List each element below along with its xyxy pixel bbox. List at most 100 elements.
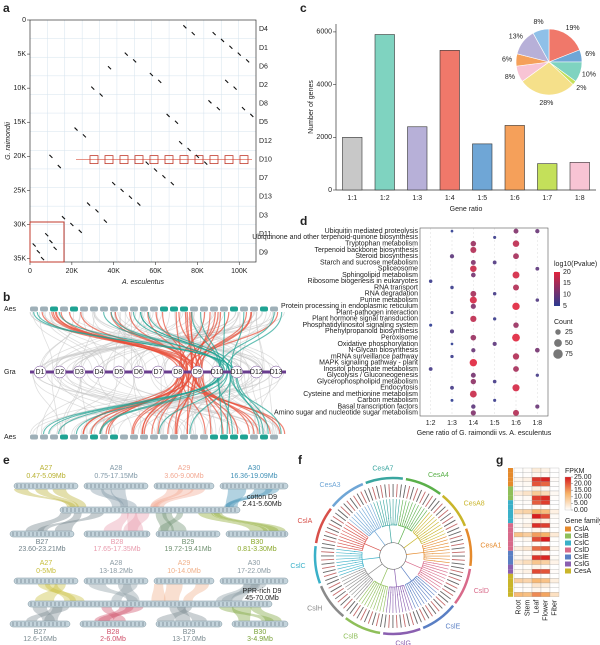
- heat-cell: [549, 582, 560, 588]
- synteny-ribbon: [176, 607, 207, 621]
- node: [362, 546, 364, 548]
- synteny-link: [62, 371, 123, 435]
- chromosome-label: D5: [259, 119, 268, 126]
- heat-cell: [513, 578, 524, 584]
- y-tick-label: 10K: [14, 85, 27, 92]
- point: [44, 232, 49, 237]
- leaf-label: [402, 485, 407, 498]
- clade-arc: [405, 477, 441, 495]
- block-name: A28: [110, 560, 123, 567]
- point: [187, 147, 191, 152]
- family-label: CslG: [574, 561, 590, 568]
- heat-cell: [522, 477, 533, 482]
- bubble: [492, 292, 497, 296]
- leaf-label: [322, 569, 336, 573]
- point: [157, 79, 162, 84]
- heat-cell: [531, 490, 542, 496]
- branch: [382, 586, 388, 613]
- leaf-label: [364, 489, 371, 502]
- synteny-ribbon: [90, 489, 137, 507]
- leaf-label: [440, 590, 451, 600]
- leaf-label: [321, 551, 335, 553]
- heat-cell: [513, 569, 524, 574]
- bubble: [428, 367, 433, 371]
- chromosome-bar: [219, 577, 289, 585]
- branch: [416, 575, 437, 593]
- leaf-label: [352, 605, 361, 617]
- synteny-ribbon: [150, 489, 194, 507]
- chromosome-bar: [50, 434, 58, 440]
- block-range: 23.60-23.21Mb: [18, 546, 65, 553]
- bubble: [470, 372, 476, 378]
- family-bar: [508, 500, 513, 505]
- synteny-ribbon: [150, 489, 184, 507]
- node: [365, 578, 367, 580]
- heat-cell: [522, 550, 533, 556]
- chromosome-node: [92, 365, 106, 379]
- synteny-ribbon: [111, 584, 138, 601]
- leaf-label: [323, 572, 337, 578]
- branch: [424, 552, 450, 555]
- chromosome-bar: [220, 306, 228, 312]
- chromosome-bar: [40, 306, 48, 312]
- y-tick-label: 0: [328, 187, 332, 194]
- y-tick-label: 25K: [14, 187, 27, 194]
- family-swatch: [565, 554, 571, 560]
- bubble: [450, 342, 454, 346]
- heat-cell: [522, 564, 533, 570]
- leaf-label: [406, 613, 410, 627]
- node: [374, 591, 376, 593]
- node: [407, 526, 409, 528]
- synteny-link: [51, 311, 187, 373]
- chromosome-bar: [130, 434, 138, 440]
- branch: [396, 499, 400, 526]
- heat-cell: [531, 536, 542, 542]
- x-tick-label: 0: [28, 268, 32, 275]
- family-bar: [508, 546, 513, 551]
- heat-cell: [540, 532, 551, 538]
- synteny-link: [147, 311, 234, 373]
- legend-tick-label: 20: [563, 269, 571, 276]
- chromosome-label: D9: [193, 369, 202, 376]
- leaf-label: [363, 609, 370, 623]
- node: [431, 548, 433, 550]
- highlight-box: [194, 155, 204, 165]
- block-name: B29: [183, 629, 196, 636]
- block-range: 17-22.0Mb: [237, 568, 271, 575]
- clade-arc: [382, 627, 421, 636]
- branch: [341, 569, 366, 582]
- leaf-label: [419, 608, 426, 621]
- synteny-ribbon: [156, 607, 192, 621]
- clade-label: CslC: [290, 563, 305, 570]
- leaf-label: [448, 531, 461, 537]
- branch: [421, 533, 446, 544]
- heat-cell: [549, 523, 560, 528]
- branch: [400, 566, 412, 582]
- heat-cell: [531, 481, 542, 487]
- heat-cell: [540, 546, 551, 551]
- leaf-label: [371, 486, 377, 500]
- leaf-label: [380, 485, 384, 498]
- synteny-ribbon: [198, 513, 268, 531]
- synteny-ribbon: [231, 584, 261, 601]
- synteny-link: [194, 371, 239, 435]
- point: [208, 99, 212, 104]
- synteny-ribbon: [37, 513, 104, 531]
- bubble: [470, 303, 476, 309]
- point: [245, 59, 250, 63]
- point: [103, 219, 108, 223]
- synteny-ribbon: [52, 489, 87, 507]
- point: [124, 52, 129, 56]
- heat-cell: [540, 504, 551, 510]
- family-bar: [508, 472, 513, 478]
- node: [350, 552, 352, 554]
- bubble: [512, 284, 520, 291]
- heat-cell: [513, 555, 524, 561]
- node: [368, 529, 370, 531]
- synteny-ribbon: [101, 489, 125, 507]
- center-range: 45-70.0Mb: [245, 595, 279, 602]
- chromosome-bar: [155, 530, 221, 538]
- bubble: [470, 265, 477, 272]
- y-tick-label: Terpenoid backbone biosynthesis: [314, 247, 418, 254]
- chromosome-label: D5: [114, 369, 123, 376]
